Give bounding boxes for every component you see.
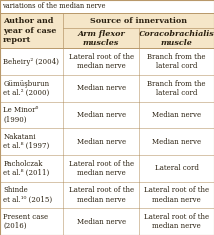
Text: Median nerve: Median nerve bbox=[77, 84, 126, 92]
Text: Beheiry² (2004): Beheiry² (2004) bbox=[3, 58, 59, 66]
Text: Median nerve: Median nerve bbox=[77, 137, 126, 146]
Text: Lateral root of the
median nerve: Lateral root of the median nerve bbox=[68, 53, 134, 70]
Text: Median nerve: Median nerve bbox=[77, 111, 126, 119]
Text: Le Minor⁶
(1990): Le Minor⁶ (1990) bbox=[3, 106, 39, 124]
Text: Present case
(2016): Present case (2016) bbox=[3, 213, 48, 230]
Text: Shinde
et al.¹⁰ (2015): Shinde et al.¹⁰ (2015) bbox=[3, 186, 52, 204]
Text: Lateral root of the
median nerve: Lateral root of the median nerve bbox=[68, 186, 134, 204]
Text: variations of the median nerve: variations of the median nerve bbox=[2, 2, 106, 11]
Text: Author and
year of case
report: Author and year of case report bbox=[3, 17, 56, 44]
Text: Nakatani
et al.⁸ (1997): Nakatani et al.⁸ (1997) bbox=[3, 133, 49, 150]
Bar bbox=[0, 13, 214, 48]
Text: Source of innervation: Source of innervation bbox=[90, 16, 187, 25]
Text: Gümüşburun
et al.² (2000): Gümüşburun et al.² (2000) bbox=[3, 80, 49, 97]
Text: Lateral root of the
median nerve: Lateral root of the median nerve bbox=[68, 160, 134, 177]
Text: Branch from the
lateral cord: Branch from the lateral cord bbox=[147, 80, 206, 97]
Text: Coracobrachialis
muscle: Coracobrachialis muscle bbox=[139, 30, 214, 47]
Text: Pacholczak
et al.⁸ (2011): Pacholczak et al.⁸ (2011) bbox=[3, 160, 49, 177]
Text: Lateral root of the
median nerve: Lateral root of the median nerve bbox=[144, 213, 209, 230]
Text: Branch from the
lateral cord: Branch from the lateral cord bbox=[147, 53, 206, 70]
Text: Median nerve: Median nerve bbox=[152, 111, 201, 119]
Text: Lateral cord: Lateral cord bbox=[155, 164, 199, 172]
Text: Median nerve: Median nerve bbox=[152, 137, 201, 146]
Bar bbox=[0, 0, 214, 13]
Text: Arm flexor
muscles: Arm flexor muscles bbox=[77, 30, 125, 47]
Text: Median nerve: Median nerve bbox=[77, 218, 126, 226]
Text: Lateral root of the
median nerve: Lateral root of the median nerve bbox=[144, 186, 209, 204]
Bar bbox=[0, 48, 214, 235]
